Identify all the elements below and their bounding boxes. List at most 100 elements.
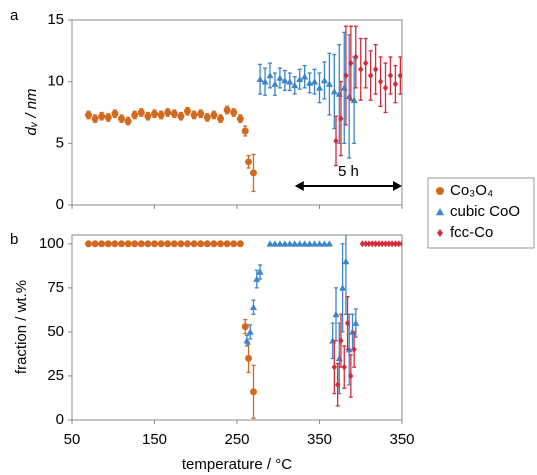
marker bbox=[316, 84, 323, 91]
marker bbox=[316, 240, 323, 247]
marker bbox=[306, 240, 314, 247]
y-tick-label: 10 bbox=[47, 73, 64, 90]
marker bbox=[296, 75, 304, 82]
marker bbox=[353, 53, 359, 61]
marker bbox=[151, 110, 158, 118]
marker bbox=[250, 169, 257, 177]
y-axis-label: dᵥ / nm bbox=[23, 88, 40, 135]
legend-label: Co₃O₄ bbox=[450, 182, 493, 199]
marker bbox=[271, 240, 279, 247]
y-tick-label: 15 bbox=[47, 11, 64, 28]
marker bbox=[271, 80, 279, 87]
marker bbox=[104, 113, 112, 121]
marker bbox=[91, 240, 99, 248]
panel-label: a bbox=[10, 7, 19, 24]
y-tick-label: 100 bbox=[39, 235, 64, 252]
marker bbox=[338, 337, 344, 345]
y-axis-label: fraction / wt.% bbox=[13, 280, 30, 374]
marker bbox=[197, 240, 205, 248]
marker bbox=[387, 72, 394, 79]
marker bbox=[241, 127, 249, 135]
marker bbox=[291, 81, 299, 89]
marker bbox=[392, 80, 399, 88]
marker bbox=[345, 92, 353, 100]
marker bbox=[261, 78, 269, 85]
marker bbox=[369, 240, 375, 248]
marker bbox=[223, 240, 231, 248]
marker bbox=[348, 59, 354, 67]
marker bbox=[340, 84, 348, 91]
marker bbox=[286, 240, 294, 247]
marker bbox=[98, 240, 106, 248]
marker bbox=[368, 72, 374, 79]
marker bbox=[372, 65, 379, 73]
marker bbox=[118, 115, 125, 123]
marker bbox=[320, 76, 328, 84]
marker bbox=[399, 240, 402, 248]
marker bbox=[250, 388, 257, 396]
marker bbox=[177, 112, 185, 120]
marker bbox=[437, 229, 443, 237]
marker bbox=[197, 110, 205, 118]
marker bbox=[223, 106, 231, 114]
marker bbox=[320, 240, 328, 247]
marker bbox=[377, 78, 384, 86]
marker bbox=[241, 323, 249, 331]
marker bbox=[301, 73, 309, 80]
marker bbox=[236, 240, 244, 248]
marker bbox=[177, 240, 185, 248]
marker bbox=[131, 111, 139, 119]
marker bbox=[331, 363, 337, 371]
marker bbox=[217, 115, 224, 123]
marker bbox=[352, 319, 360, 326]
marker bbox=[190, 111, 198, 119]
marker bbox=[137, 240, 145, 248]
marker bbox=[335, 354, 343, 362]
marker bbox=[291, 240, 299, 247]
arrow-head bbox=[294, 181, 304, 191]
marker bbox=[104, 240, 112, 248]
marker bbox=[342, 257, 350, 265]
marker bbox=[376, 240, 382, 248]
marker bbox=[338, 115, 344, 123]
marker bbox=[325, 80, 333, 87]
marker bbox=[164, 109, 172, 116]
marker bbox=[246, 328, 254, 335]
marker bbox=[306, 79, 314, 86]
marker bbox=[392, 240, 399, 248]
marker bbox=[281, 240, 289, 247]
marker bbox=[382, 84, 389, 92]
marker bbox=[330, 88, 338, 95]
marker bbox=[151, 240, 158, 248]
marker bbox=[184, 107, 191, 115]
marker bbox=[348, 372, 354, 380]
x-axis-label: temperature / °C bbox=[182, 456, 292, 473]
marker bbox=[276, 240, 284, 247]
marker bbox=[144, 240, 152, 248]
y-tick-label: 5 bbox=[56, 134, 64, 151]
marker bbox=[266, 72, 274, 79]
marker bbox=[256, 268, 264, 275]
marker bbox=[256, 75, 264, 82]
marker bbox=[386, 240, 392, 248]
x-tick-label: 150 bbox=[142, 431, 167, 448]
marker bbox=[266, 240, 274, 247]
panel-label: b bbox=[10, 231, 18, 248]
marker bbox=[98, 112, 106, 120]
marker bbox=[333, 137, 339, 145]
marker bbox=[203, 240, 211, 248]
y-tick-label: 0 bbox=[56, 196, 64, 213]
marker bbox=[301, 240, 309, 247]
y-tick-label: 50 bbox=[47, 323, 64, 340]
marker bbox=[372, 240, 379, 248]
y-tick-label: 0 bbox=[56, 411, 64, 428]
marker bbox=[311, 78, 319, 85]
marker bbox=[250, 303, 257, 311]
marker bbox=[245, 354, 253, 362]
marker bbox=[382, 240, 389, 248]
marker bbox=[170, 110, 178, 118]
marker bbox=[325, 240, 333, 247]
y-tick-label: 25 bbox=[47, 367, 64, 384]
marker bbox=[157, 240, 165, 248]
marker bbox=[118, 240, 125, 248]
